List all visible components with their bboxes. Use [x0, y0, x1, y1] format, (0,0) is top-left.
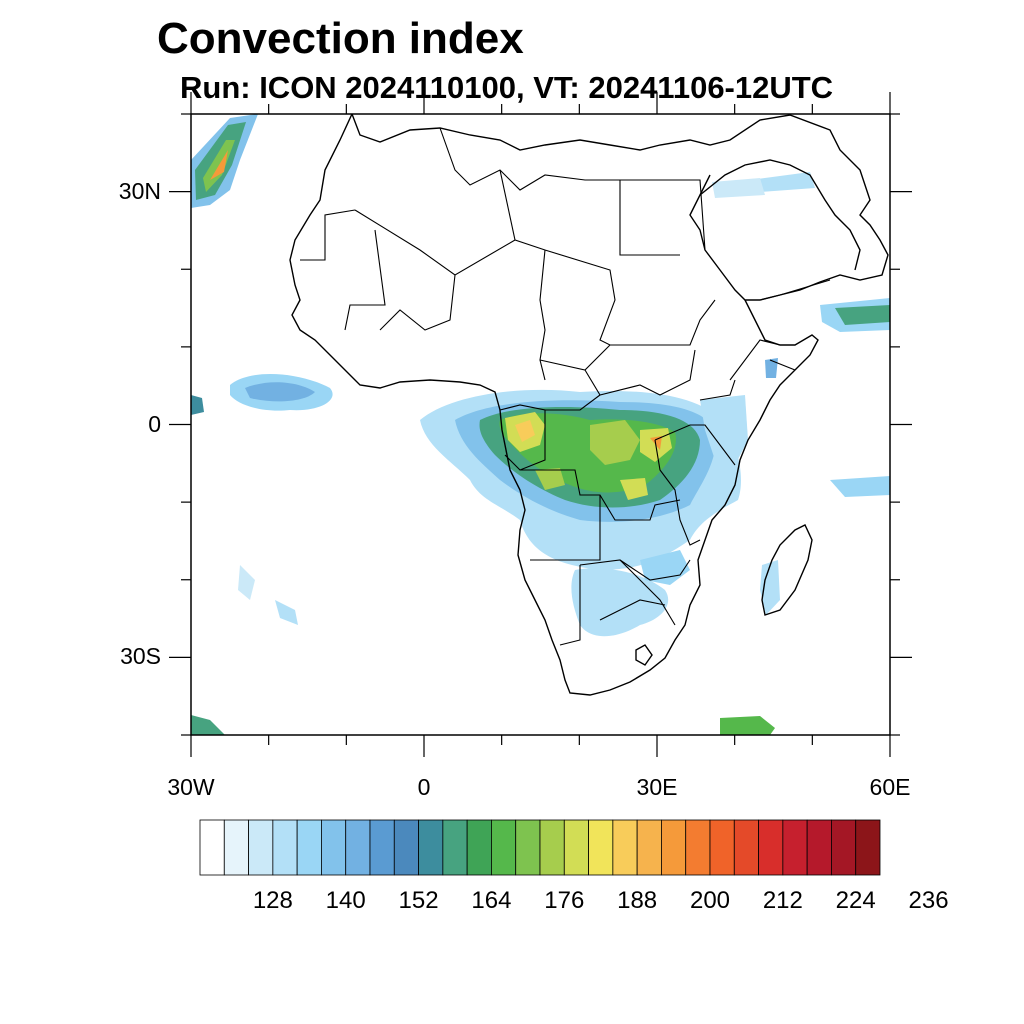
- colorbar-swatch: [321, 819, 347, 876]
- country-borders: [300, 127, 831, 646]
- colorbar-swatch: [588, 819, 614, 876]
- colorbar-swatch: [466, 819, 492, 876]
- colorbar-swatch: [296, 819, 322, 876]
- lon-label: 30E: [636, 774, 678, 800]
- colorbar-swatch: [636, 819, 662, 876]
- colorbar-swatch: [442, 819, 468, 876]
- colorbar-label: 140: [325, 887, 366, 914]
- colorbar-swatch: [539, 819, 565, 876]
- colorbar-swatch: [199, 819, 225, 876]
- colorbar-label: 164: [471, 887, 512, 914]
- colorbar-swatch: [733, 819, 759, 876]
- colorbar-label: 152: [398, 887, 439, 914]
- colorbar-swatch: [758, 819, 784, 876]
- colorbar-label: 236: [908, 887, 949, 914]
- colorbar-label: 176: [544, 887, 585, 914]
- colorbar-swatch: [515, 819, 541, 876]
- colorbar-swatch: [855, 819, 881, 876]
- lat-label: 30S: [120, 643, 161, 670]
- chart-title: Convection index: [157, 14, 524, 63]
- colorbar-label: 212: [762, 887, 803, 914]
- colorbar-label: 224: [835, 887, 876, 914]
- lon-label: 60E: [869, 774, 911, 800]
- colorbar-swatch: [223, 819, 249, 876]
- colorbar-swatch: [612, 819, 638, 876]
- colorbar-swatch: [393, 819, 419, 876]
- chart-subtitle: Run: ICON 2024110100, VT: 20241106-12UTC: [180, 70, 834, 105]
- lon-label: 30W: [167, 774, 215, 800]
- coastline: [289, 114, 889, 696]
- colorbar-label: 128: [252, 887, 293, 914]
- colorbar-swatch: [272, 819, 298, 876]
- colorbar-swatch: [709, 819, 735, 876]
- colorbar-swatch: [806, 819, 832, 876]
- convection-field: [191, 114, 890, 735]
- colorbar-swatch: [782, 819, 808, 876]
- colorbar-swatch: [685, 819, 711, 876]
- colorbar-swatch: [563, 819, 589, 876]
- lat-label: 30N: [118, 177, 161, 204]
- axis-ticks: [169, 92, 912, 757]
- colorbar-swatch: [418, 819, 444, 876]
- map-area: [191, 114, 890, 735]
- colorbar-label: 188: [617, 887, 658, 914]
- lat-label: 0: [148, 410, 161, 437]
- colorbar: [199, 819, 881, 876]
- colorbar-swatch: [491, 819, 517, 876]
- colorbar-swatch: [661, 819, 687, 876]
- colorbar-swatch: [369, 819, 395, 876]
- colorbar-swatch: [345, 819, 371, 876]
- colorbar-swatch: [831, 819, 857, 876]
- colorbar-swatch: [248, 819, 274, 876]
- lon-label: 0: [417, 774, 431, 800]
- colorbar-label: 200: [689, 887, 731, 914]
